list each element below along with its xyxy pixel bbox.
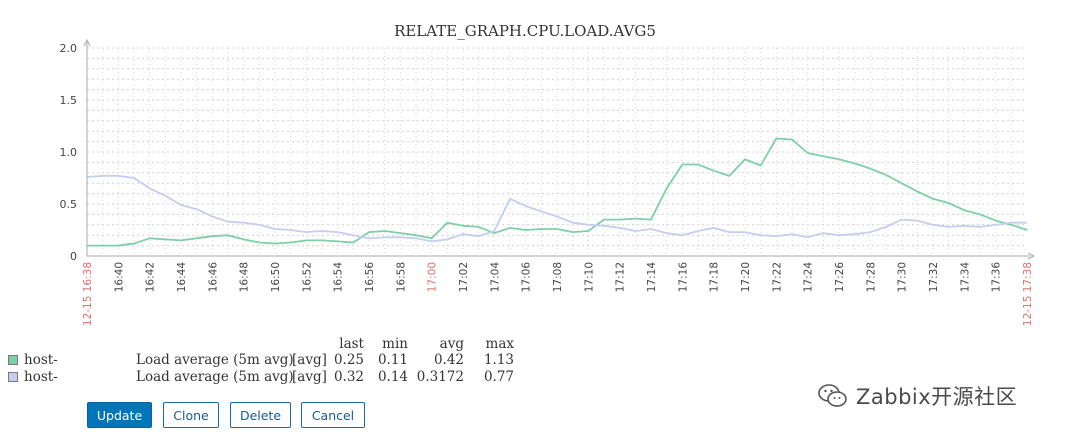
x-tick-label: 16:44 bbox=[176, 262, 188, 293]
x-tick-label: 17:00 bbox=[427, 262, 439, 292]
legend-header-max: max bbox=[485, 336, 514, 352]
wechat-icon bbox=[818, 384, 847, 407]
x-tick-label: 17:02 bbox=[458, 262, 470, 292]
y-axis-arrow bbox=[83, 38, 91, 47]
x-tick-label: 16:56 bbox=[364, 262, 376, 293]
x-tick-label: 16:54 bbox=[333, 262, 345, 293]
redacted-hostname bbox=[58, 370, 136, 384]
x-tick-label: 17:08 bbox=[552, 262, 564, 292]
legend-avg-2: 0.3172 bbox=[416, 369, 464, 385]
x-tick-label: 17:30 bbox=[897, 262, 909, 292]
legend-max-2: 0.77 bbox=[483, 369, 514, 385]
legend-item-1: Load average (5m avg) bbox=[136, 352, 294, 368]
redacted-hostname bbox=[58, 353, 136, 367]
update-button[interactable]: Update bbox=[87, 402, 152, 428]
x-tick-label: 16:58 bbox=[395, 262, 407, 292]
x-tick-label: 17:24 bbox=[803, 262, 815, 293]
x-tick-label: 17:28 bbox=[865, 262, 877, 292]
x-end-label: 12-15 17:38 bbox=[1022, 262, 1034, 326]
x-tick-label: 17:06 bbox=[521, 262, 533, 293]
legend-swatch-series-1 bbox=[8, 355, 18, 365]
legend-max-1: 1.13 bbox=[483, 352, 514, 368]
x-tick-label: 17:26 bbox=[834, 262, 846, 293]
x-tick-label: 17:14 bbox=[646, 262, 658, 293]
legend-header-min: min bbox=[382, 336, 408, 352]
legend-min-2: 0.14 bbox=[377, 369, 408, 385]
x-tick-label: 16:42 bbox=[145, 262, 157, 292]
legend-func-2: [avg] bbox=[292, 369, 327, 385]
legend-func-1: [avg] bbox=[292, 352, 327, 368]
y-tick-label: 2.0 bbox=[60, 42, 78, 55]
watermark: Zabbix开源社区 bbox=[818, 380, 1017, 412]
x-tick-label: 16:46 bbox=[207, 262, 219, 293]
legend-min-1: 0.11 bbox=[377, 352, 408, 368]
x-axis-arrow bbox=[1027, 252, 1036, 260]
y-tick-label: 0 bbox=[70, 250, 77, 263]
x-tick-label: 16:48 bbox=[239, 262, 251, 292]
x-tick-label: 17:32 bbox=[928, 262, 940, 292]
legend-swatch-series-2 bbox=[8, 372, 18, 382]
x-tick-label: 17:04 bbox=[489, 262, 501, 293]
x-tick-label: 17:34 bbox=[959, 262, 971, 293]
delete-button[interactable]: Delete bbox=[230, 402, 291, 428]
x-tick-label: 17:18 bbox=[709, 262, 721, 292]
x-tick-label: 17:20 bbox=[740, 262, 752, 292]
x-tick-label: 17:12 bbox=[615, 262, 627, 292]
x-start-label: 12-15 16:38 bbox=[82, 262, 94, 326]
legend-last-2: 0.32 bbox=[333, 369, 364, 385]
series-line-2 bbox=[86, 174, 1027, 243]
x-tick-label: 16:50 bbox=[270, 262, 282, 292]
line-chart: RELATE_GRAPH.CPU.LOAD.AVG5 0 0.5 1.0 1.5 2.0… bbox=[60, 22, 1036, 326]
x-tick-label: 17:22 bbox=[771, 262, 783, 292]
legend-header-avg: avg bbox=[439, 336, 464, 352]
y-tick-label: 0.5 bbox=[60, 198, 78, 211]
legend: last min avg max host- Load average (5m … bbox=[0, 336, 560, 388]
y-tick-label: 1.0 bbox=[60, 146, 78, 159]
x-tick-label: 17:36 bbox=[991, 262, 1003, 293]
legend-row-series-1: host- Load average (5m avg) [avg] 0.25 0… bbox=[0, 352, 560, 370]
series-line-1 bbox=[87, 137, 1028, 247]
watermark-text: Zabbix开源社区 bbox=[856, 385, 1018, 409]
legend-host-1: host- bbox=[24, 352, 58, 368]
legend-header-last: last bbox=[339, 336, 364, 352]
x-tick-label: 16:52 bbox=[301, 262, 313, 292]
x-tick-label: 16:40 bbox=[113, 262, 125, 292]
cancel-button[interactable]: Cancel bbox=[301, 402, 365, 428]
legend-avg-1: 0.42 bbox=[433, 352, 464, 368]
y-tick-label: 1.5 bbox=[60, 94, 78, 107]
legend-item-2: Load average (5m avg) bbox=[136, 369, 294, 385]
legend-row-series-2: host- Load average (5m avg) [avg] 0.32 0… bbox=[0, 369, 560, 387]
legend-last-1: 0.25 bbox=[333, 352, 364, 368]
legend-header: last min avg max bbox=[0, 336, 560, 354]
clone-button[interactable]: Clone bbox=[163, 402, 219, 428]
x-tick-label: 17:10 bbox=[583, 262, 595, 292]
x-tick-label: 17:16 bbox=[677, 262, 689, 293]
chart-title: RELATE_GRAPH.CPU.LOAD.AVG5 bbox=[394, 22, 656, 40]
legend-host-2: host- bbox=[24, 369, 58, 385]
